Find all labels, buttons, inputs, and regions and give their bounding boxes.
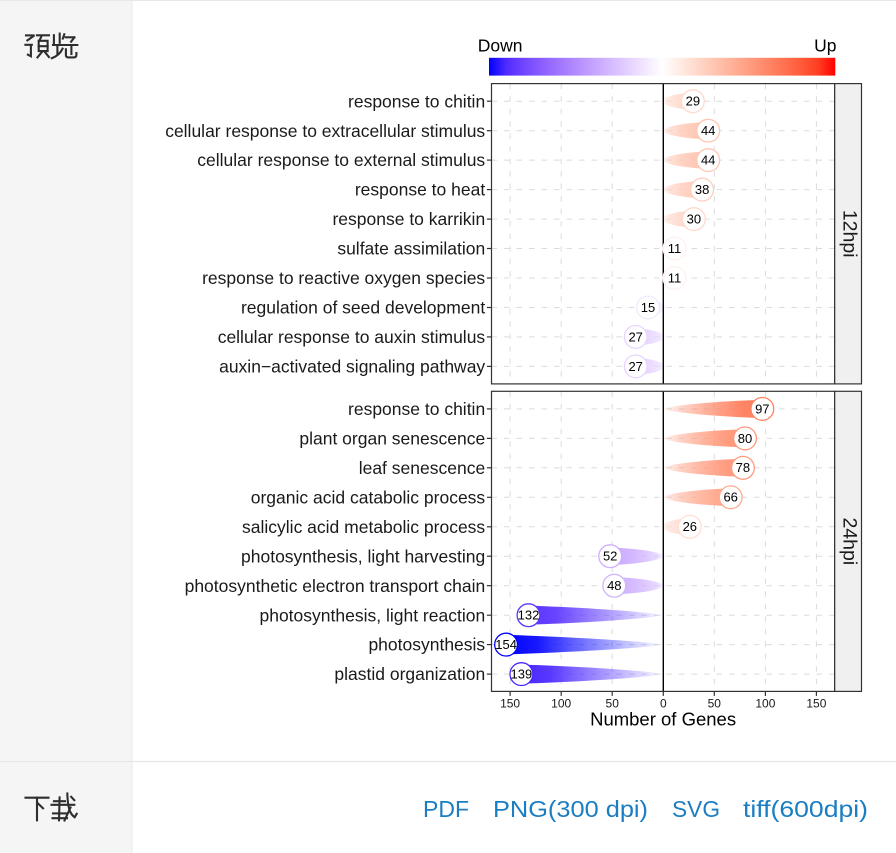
svg-text:response to chitin: response to chitin — [348, 91, 485, 111]
svg-text:response to reactive oxygen sp: response to reactive oxygen species — [202, 268, 485, 288]
svg-text:PDF: PDF — [423, 796, 469, 822]
svg-text:response to chitin: response to chitin — [348, 399, 485, 419]
svg-text:27: 27 — [628, 329, 642, 344]
svg-text:photosynthetic electron transp: photosynthetic electron transport chain — [185, 576, 486, 596]
svg-text:tiff(600dpi): tiff(600dpi) — [743, 796, 868, 822]
svg-text:154: 154 — [495, 637, 517, 652]
svg-text:SVG: SVG — [672, 796, 720, 822]
svg-text:29: 29 — [686, 94, 700, 109]
svg-text:44: 44 — [701, 123, 715, 138]
svg-text:11: 11 — [668, 241, 682, 256]
svg-text:cellular response to external: cellular response to external stimulus — [197, 150, 485, 170]
svg-text:100: 100 — [551, 696, 571, 710]
svg-text:80: 80 — [738, 431, 752, 446]
svg-text:150: 150 — [806, 696, 826, 710]
svg-text:auxin−activated signaling path: auxin−activated signaling pathway — [219, 357, 485, 377]
svg-text:salicylic acid metabolic proce: salicylic acid metabolic process — [242, 517, 485, 537]
svg-text:leaf senescence: leaf senescence — [359, 458, 485, 478]
svg-text:regulation of seed development: regulation of seed development — [241, 298, 485, 318]
svg-text:50: 50 — [708, 696, 722, 710]
svg-text:PNG(300 dpi): PNG(300 dpi) — [493, 796, 648, 822]
svg-text:photosynthesis, light reaction: photosynthesis, light reaction — [259, 605, 485, 625]
svg-text:0: 0 — [660, 696, 667, 710]
svg-text:97: 97 — [755, 401, 769, 416]
svg-text:plastid organization: plastid organization — [334, 664, 485, 684]
svg-text:26: 26 — [683, 519, 697, 534]
svg-text:cellular response to extracell: cellular response to extracellular stimu… — [165, 121, 485, 141]
svg-text:sulfate assimilation: sulfate assimilation — [337, 239, 485, 259]
svg-text:52: 52 — [603, 549, 617, 564]
svg-text:139: 139 — [511, 667, 533, 682]
svg-text:plant organ senescence: plant organ senescence — [299, 429, 485, 449]
svg-text:cellular response to auxin sti: cellular response to auxin stimulus — [218, 327, 486, 347]
svg-text:38: 38 — [695, 182, 709, 197]
svg-text:50: 50 — [606, 696, 620, 710]
svg-text:78: 78 — [736, 460, 750, 475]
svg-text:response to heat: response to heat — [355, 180, 486, 200]
svg-text:132: 132 — [518, 608, 540, 623]
svg-text:12hpi: 12hpi — [839, 210, 861, 258]
svg-text:11: 11 — [668, 270, 682, 285]
svg-text:Number of Genes: Number of Genes — [590, 709, 736, 730]
svg-text:response to karrikin: response to karrikin — [332, 209, 485, 229]
svg-text:photosynthesis, light harvesti: photosynthesis, light harvesting — [241, 546, 485, 566]
svg-text:27: 27 — [628, 359, 642, 374]
svg-text:44: 44 — [701, 153, 715, 168]
svg-text:24hpi: 24hpi — [839, 517, 861, 565]
svg-text:100: 100 — [755, 696, 775, 710]
svg-text:48: 48 — [607, 578, 621, 593]
svg-text:Down: Down — [478, 36, 523, 56]
svg-text:15: 15 — [641, 300, 655, 315]
svg-text:66: 66 — [723, 490, 737, 505]
svg-text:150: 150 — [500, 696, 520, 710]
svg-text:organic acid catabolic process: organic acid catabolic process — [251, 487, 486, 507]
svg-text:Up: Up — [814, 36, 836, 56]
svg-text:photosynthesis: photosynthesis — [368, 635, 485, 655]
svg-text:30: 30 — [687, 212, 701, 227]
